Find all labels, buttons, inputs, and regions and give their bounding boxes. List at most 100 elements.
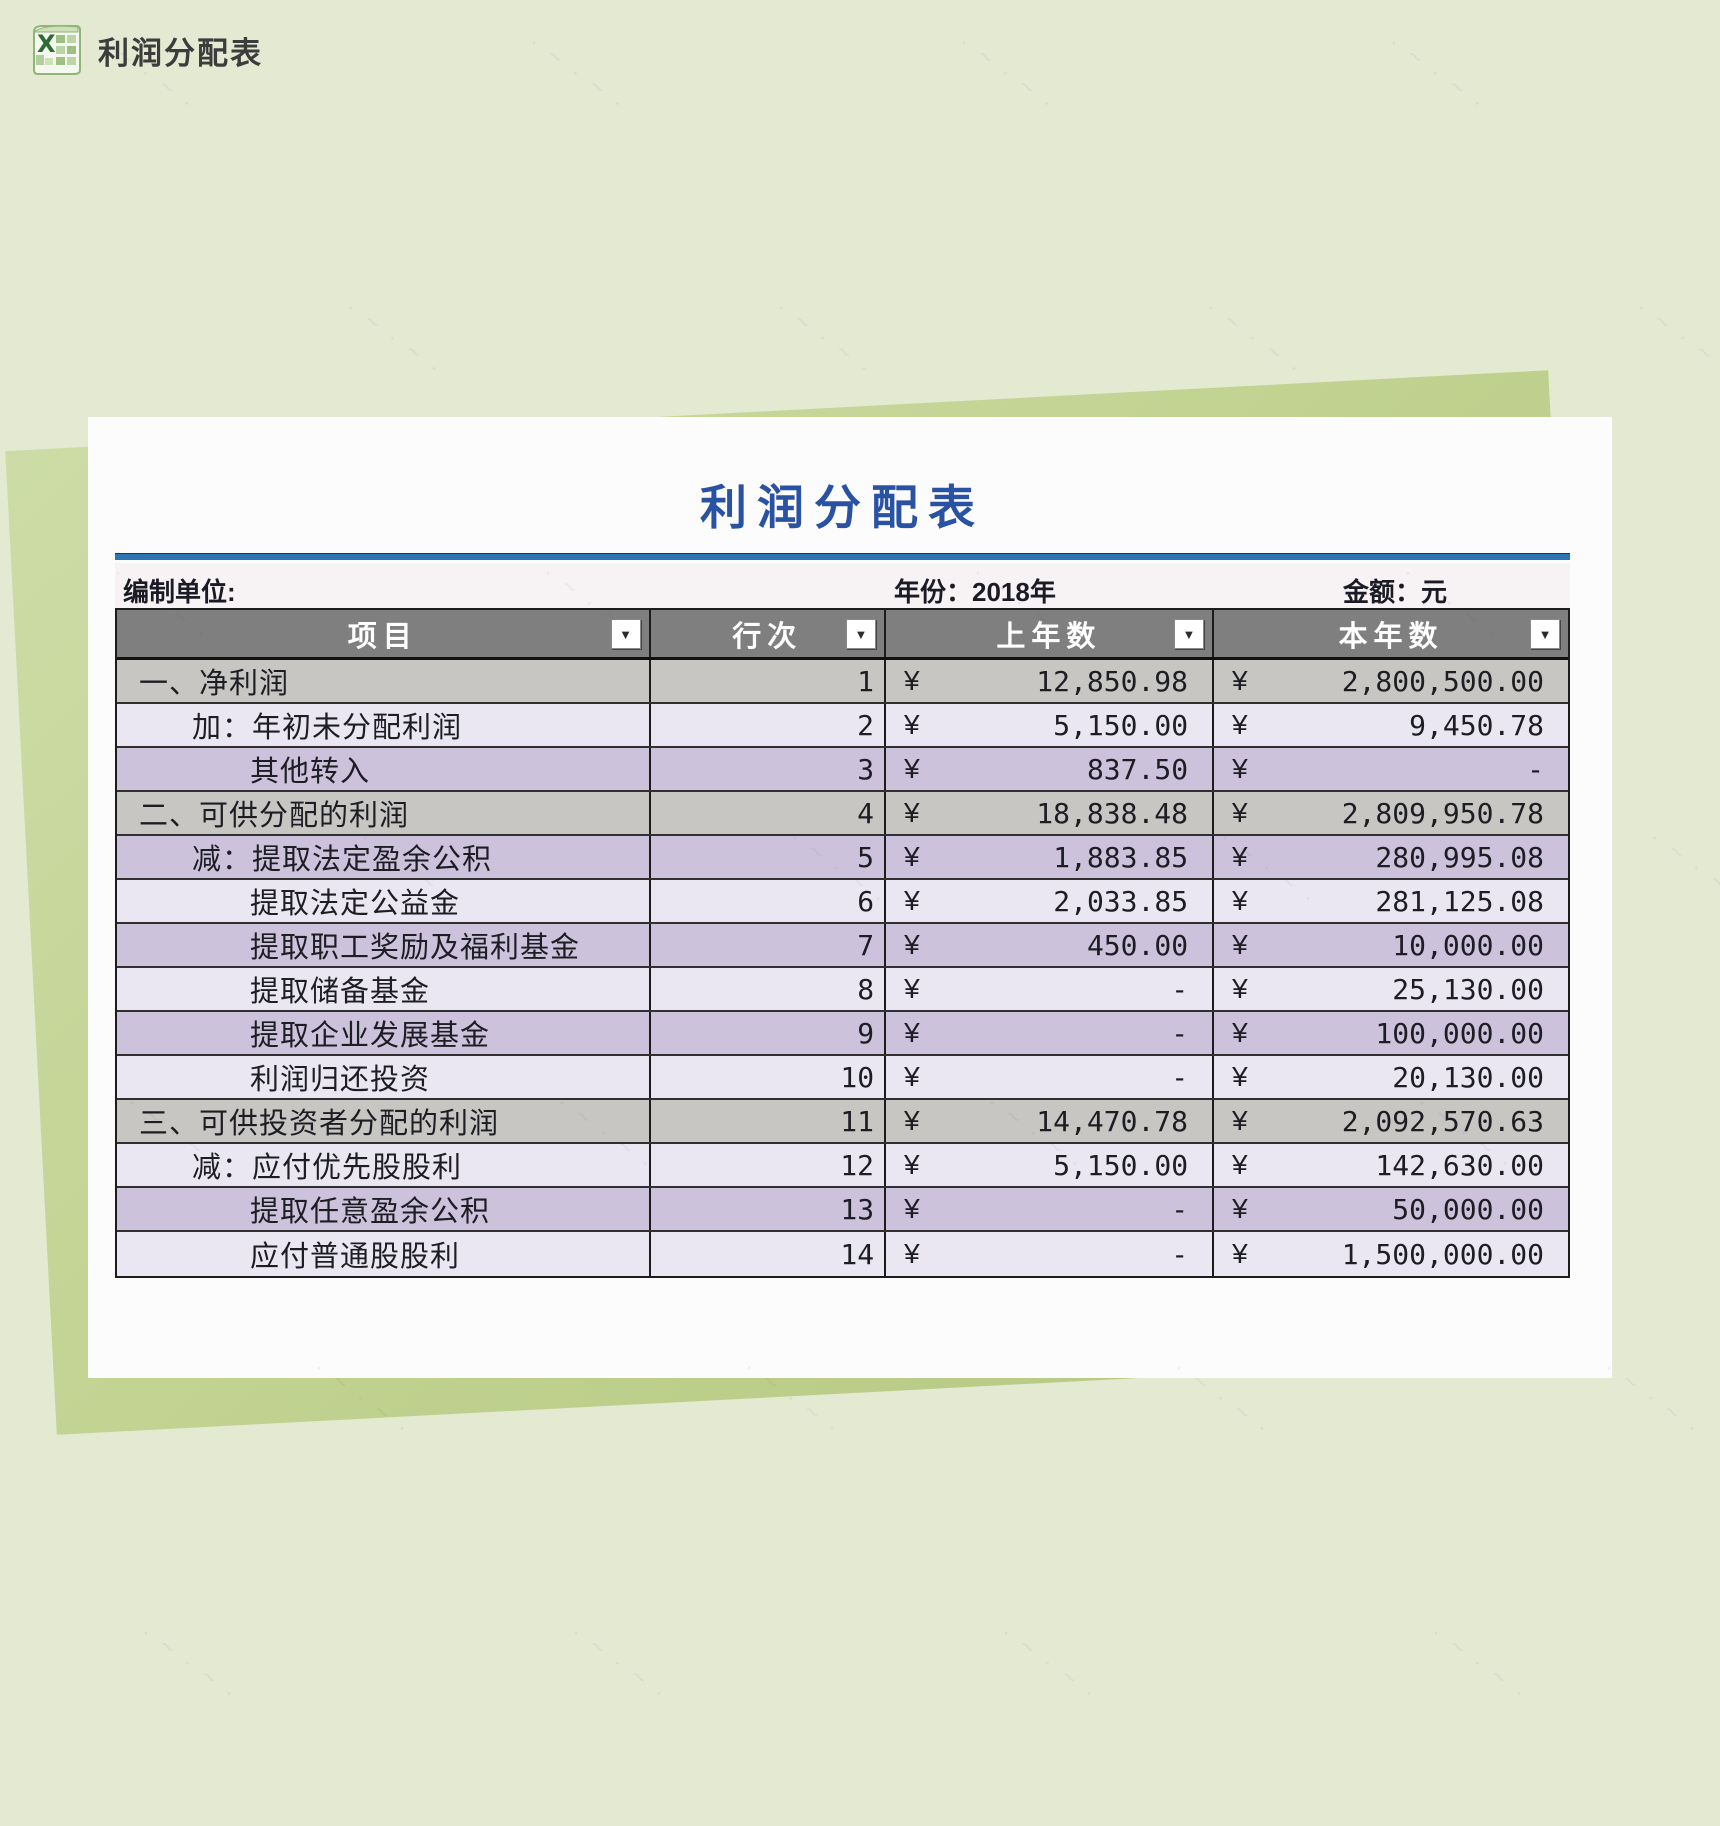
filter-dropdown-button[interactable]: ▼ xyxy=(1173,619,1204,649)
prev-year-cell[interactable]: ¥450.00 xyxy=(886,924,1215,966)
column-header-current_year: 本年数 ▼ xyxy=(1214,610,1568,657)
current-year-cell[interactable]: ¥281,125.08 xyxy=(1214,880,1568,922)
line-number-cell[interactable]: 3 xyxy=(651,748,887,790)
current-year-cell[interactable]: ¥25,130.00 xyxy=(1214,968,1568,1010)
yen-symbol: ¥ xyxy=(1232,885,1248,916)
line-number-cell[interactable]: 13 xyxy=(651,1188,887,1230)
amount-value: - xyxy=(1171,972,1189,1006)
table-row: 一、净利润 1 ¥12,850.98 ¥2,800,500.00 xyxy=(117,660,1568,704)
item-cell[interactable]: 提取储备基金 xyxy=(117,968,651,1010)
current-year-cell[interactable]: ¥50,000.00 xyxy=(1214,1188,1568,1230)
yen-symbol: ¥ xyxy=(903,797,920,828)
watermark-text: · ~ · ~ · xyxy=(1598,1353,1707,1444)
item-cell[interactable]: 减：提取法定盈余公积 xyxy=(117,836,651,878)
table-row: 提取企业发展基金 9 ¥ - ¥100,000.00 xyxy=(117,1012,1568,1056)
prev-year-cell[interactable]: ¥ - xyxy=(886,1056,1215,1098)
table-row: 加：年初未分配利润 2 ¥5,150.00 ¥9,450.78 xyxy=(117,704,1568,748)
current-year-cell[interactable]: ¥9,450.78 xyxy=(1214,704,1568,746)
line-number-cell[interactable]: 7 xyxy=(651,924,887,966)
profit-distribution-table: 项目 ▼ 行次 ▼ 上年数 ▼ 本年数 ▼ 一、净利润 1 ¥12,850.98 ¥2,800,50… xyxy=(115,608,1570,1278)
watermark-text: · ~ · ~ · xyxy=(770,293,879,384)
amount-value: 2,033.85 xyxy=(1053,884,1189,918)
table-body: 一、净利润 1 ¥12,850.98 ¥2,800,500.00 加：年初未分配利润 2 ¥… xyxy=(117,660,1568,1276)
yen-symbol: ¥ xyxy=(904,929,920,960)
line-number-cell[interactable]: 14 xyxy=(651,1232,887,1276)
prev-year-cell[interactable]: ¥5,150.00 xyxy=(886,1144,1215,1186)
current-year-cell[interactable]: ¥1,500,000.00 xyxy=(1214,1232,1568,1276)
amount-value: 9,450.78 xyxy=(1409,708,1544,742)
filter-dropdown-button[interactable]: ▼ xyxy=(610,619,641,649)
amount-value: 12,850.98 xyxy=(1036,664,1189,698)
filter-dropdown-button[interactable]: ▼ xyxy=(1530,619,1560,649)
amount-value: - xyxy=(1171,1237,1189,1271)
item-cell[interactable]: 二、可供分配的利润 xyxy=(117,792,651,834)
item-cell[interactable]: 减：应付优先股股利 xyxy=(117,1144,651,1186)
item-cell[interactable]: 应付普通股股利 xyxy=(117,1232,651,1276)
item-cell[interactable]: 一、净利润 xyxy=(117,660,651,702)
yen-symbol: ¥ xyxy=(1232,753,1248,784)
line-number-cell[interactable]: 2 xyxy=(651,704,886,746)
line-number-cell[interactable]: 8 xyxy=(651,968,887,1010)
yen-symbol: ¥ xyxy=(903,665,920,696)
item-cell[interactable]: 三、可供投资者分配的利润 xyxy=(117,1100,651,1142)
watermark-text: · ~ · ~ · xyxy=(953,28,1062,119)
yen-symbol: ¥ xyxy=(904,1238,920,1269)
line-number-cell[interactable]: 9 xyxy=(651,1012,887,1054)
yen-symbol: ¥ xyxy=(1232,1193,1248,1224)
item-cell[interactable]: 提取法定公益金 xyxy=(117,880,651,922)
line-number-cell[interactable]: 5 xyxy=(651,836,886,878)
excel-icon: X xyxy=(28,22,84,78)
current-year-cell[interactable]: ¥280,995.08 xyxy=(1214,836,1568,878)
line-number-cell[interactable]: 6 xyxy=(651,880,887,922)
meta-row: 编制单位: 年份：2018年 金额：元 xyxy=(115,563,1570,608)
table-row: 利润归还投资 10 ¥ - ¥20,130.00 xyxy=(117,1056,1568,1100)
prev-year-cell[interactable]: ¥ - xyxy=(886,1012,1215,1054)
year-label: 年份：2018年 xyxy=(894,577,1056,607)
table-row: 提取任意盈余公积 13 ¥ - ¥50,000.00 xyxy=(117,1188,1568,1232)
prev-year-cell[interactable]: ¥12,850.98 xyxy=(886,660,1215,702)
current-year-cell[interactable]: ¥2,809,950.78 xyxy=(1214,792,1568,834)
prev-year-cell[interactable]: ¥14,470.78 xyxy=(886,1100,1215,1142)
spreadsheet-document: 利润分配表 编制单位: 年份：2018年 金额：元 项目 ▼ 行次 ▼ 上年数 ▼ 本年数 ▼… xyxy=(88,417,1612,1378)
current-year-cell[interactable]: ¥2,800,500.00 xyxy=(1214,660,1568,702)
current-year-cell[interactable]: ¥142,630.00 xyxy=(1214,1144,1568,1186)
line-number-cell[interactable]: 10 xyxy=(651,1056,887,1098)
prev-year-cell[interactable]: ¥ - xyxy=(886,968,1215,1010)
current-year-cell[interactable]: ¥ - xyxy=(1214,748,1568,790)
current-year-cell[interactable]: ¥20,130.00 xyxy=(1214,1056,1568,1098)
item-cell[interactable]: 利润归还投资 xyxy=(117,1056,651,1098)
amount-value: - xyxy=(1527,752,1544,786)
line-number-cell[interactable]: 4 xyxy=(651,792,886,834)
item-cell[interactable]: 提取企业发展基金 xyxy=(117,1012,651,1054)
amount-value: - xyxy=(1171,1016,1189,1050)
item-cell[interactable]: 提取任意盈余公积 xyxy=(117,1188,651,1230)
yen-symbol: ¥ xyxy=(1232,973,1248,1004)
current-year-cell[interactable]: ¥10,000.00 xyxy=(1214,924,1568,966)
item-cell[interactable]: 其他转入 xyxy=(117,748,651,790)
amount-unit-label: 金额：元 xyxy=(1343,577,1448,607)
prev-year-cell[interactable]: ¥18,838.48 xyxy=(886,792,1215,834)
prev-year-cell[interactable]: ¥5,150.00 xyxy=(886,704,1215,746)
current-year-cell[interactable]: ¥100,000.00 xyxy=(1214,1012,1568,1054)
prev-year-cell[interactable]: ¥ - xyxy=(886,1188,1215,1230)
item-cell[interactable]: 提取职工奖励及福利基金 xyxy=(117,924,651,966)
line-number-cell[interactable]: 12 xyxy=(651,1144,886,1186)
yen-symbol: ¥ xyxy=(1232,929,1248,960)
table-row: 三、可供投资者分配的利润 11 ¥14,470.78 ¥2,092,570.63 xyxy=(117,1100,1568,1144)
table-row: 提取职工奖励及福利基金 7 ¥450.00 ¥10,000.00 xyxy=(117,924,1568,968)
item-cell[interactable]: 加：年初未分配利润 xyxy=(117,704,651,746)
yen-symbol: ¥ xyxy=(903,1105,920,1136)
prev-year-cell[interactable]: ¥1,883.85 xyxy=(886,836,1215,878)
watermark-text: · ~ · ~ · xyxy=(523,28,632,119)
prev-year-cell[interactable]: ¥ - xyxy=(886,1232,1215,1276)
column-header-item: 项目 ▼ xyxy=(117,610,651,657)
line-number-cell[interactable]: 1 xyxy=(651,660,886,702)
yen-symbol: ¥ xyxy=(1232,665,1248,696)
prev-year-cell[interactable]: ¥2,033.85 xyxy=(886,880,1215,922)
line-number-cell[interactable]: 11 xyxy=(651,1100,886,1142)
filter-dropdown-button[interactable]: ▼ xyxy=(845,619,876,649)
prev-year-cell[interactable]: ¥837.50 xyxy=(886,748,1215,790)
current-year-cell[interactable]: ¥2,092,570.63 xyxy=(1214,1100,1568,1142)
amount-value: 142,630.00 xyxy=(1375,1148,1544,1182)
amount-value: 50,000.00 xyxy=(1392,1192,1544,1226)
